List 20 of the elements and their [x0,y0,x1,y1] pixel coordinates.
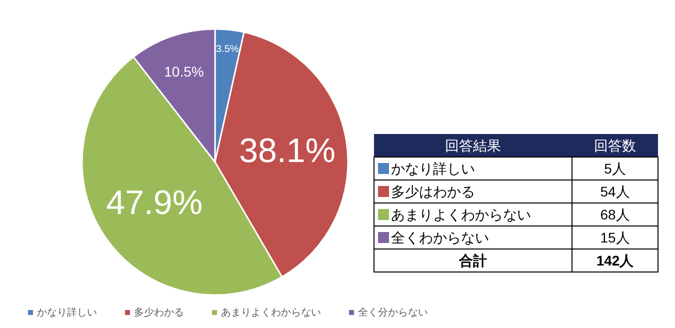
data-label: 47.9% [106,184,203,222]
data-label: 10.5% [164,63,204,80]
text: 回答結果 [445,138,501,154]
data-label: 15人 [600,230,630,246]
legend-label: 多少わかる [134,306,184,318]
category-label: 合計 [458,252,487,268]
legend-label: あまりよくわからない [221,308,321,318]
data-label: 68人 [600,206,630,222]
data-label: 142人 [596,252,635,268]
data-label: 38.1% [239,132,336,170]
data-label: 3.5% [216,44,239,56]
category-label: 全くわからない [391,230,489,246]
data-label: 54人 [600,184,630,200]
legend-label: 全く分からない [358,306,428,318]
category-label: 多少はわかる [391,184,475,200]
legend-label: かなり詳しい [37,306,97,318]
category-label: あまりよくわからない [391,206,531,222]
category-label: かなり詳しい [391,160,475,176]
data-label: 5人 [604,160,626,176]
text: 回答数 [594,138,636,154]
